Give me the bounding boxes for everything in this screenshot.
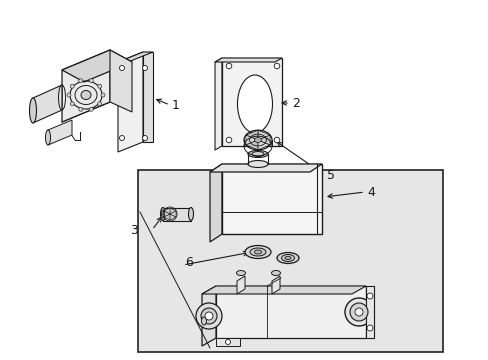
- Polygon shape: [170, 208, 176, 214]
- Polygon shape: [62, 50, 132, 82]
- Ellipse shape: [161, 210, 164, 218]
- Ellipse shape: [281, 255, 294, 261]
- Circle shape: [349, 303, 367, 321]
- Circle shape: [274, 137, 279, 143]
- Ellipse shape: [29, 98, 37, 123]
- Polygon shape: [215, 58, 222, 150]
- Circle shape: [274, 63, 279, 69]
- Circle shape: [89, 79, 93, 83]
- Ellipse shape: [247, 150, 267, 158]
- Polygon shape: [163, 207, 191, 220]
- Ellipse shape: [254, 250, 261, 254]
- Circle shape: [119, 135, 124, 140]
- Polygon shape: [258, 130, 269, 140]
- Ellipse shape: [160, 207, 165, 220]
- Polygon shape: [216, 338, 240, 346]
- Circle shape: [89, 107, 93, 111]
- Polygon shape: [245, 135, 258, 145]
- Text: 3: 3: [130, 224, 138, 237]
- Polygon shape: [209, 164, 321, 172]
- Ellipse shape: [237, 75, 272, 133]
- Circle shape: [98, 102, 102, 106]
- Polygon shape: [163, 208, 170, 214]
- Circle shape: [196, 303, 222, 329]
- Circle shape: [204, 312, 213, 320]
- Circle shape: [354, 308, 362, 316]
- Circle shape: [101, 93, 105, 97]
- Polygon shape: [202, 286, 216, 346]
- Ellipse shape: [236, 270, 245, 275]
- Ellipse shape: [249, 248, 265, 256]
- Polygon shape: [222, 164, 321, 234]
- Circle shape: [225, 339, 230, 345]
- Polygon shape: [245, 140, 258, 150]
- Polygon shape: [258, 140, 269, 150]
- Polygon shape: [33, 85, 62, 123]
- Polygon shape: [48, 120, 72, 145]
- Polygon shape: [118, 52, 142, 152]
- Circle shape: [201, 308, 217, 324]
- Polygon shape: [209, 164, 222, 242]
- Polygon shape: [216, 286, 365, 338]
- Circle shape: [345, 298, 372, 326]
- Circle shape: [79, 79, 82, 83]
- Ellipse shape: [45, 130, 50, 145]
- Polygon shape: [365, 286, 373, 338]
- Circle shape: [226, 63, 231, 69]
- Ellipse shape: [244, 246, 270, 258]
- Text: 4: 4: [366, 185, 374, 198]
- Circle shape: [79, 107, 82, 111]
- Bar: [138, 170, 442, 352]
- Text: 2: 2: [291, 96, 299, 109]
- Polygon shape: [62, 50, 110, 122]
- Polygon shape: [110, 50, 132, 112]
- Ellipse shape: [201, 317, 206, 325]
- Circle shape: [70, 84, 74, 88]
- Polygon shape: [118, 52, 153, 62]
- Ellipse shape: [188, 207, 193, 220]
- Text: 5: 5: [326, 168, 334, 181]
- Polygon shape: [237, 276, 244, 294]
- Circle shape: [119, 66, 124, 71]
- Text: 6: 6: [184, 256, 192, 270]
- Polygon shape: [258, 135, 269, 145]
- Polygon shape: [170, 211, 176, 217]
- Ellipse shape: [276, 252, 298, 264]
- Polygon shape: [163, 214, 170, 220]
- Polygon shape: [202, 286, 365, 294]
- Polygon shape: [222, 58, 282, 146]
- Circle shape: [98, 84, 102, 88]
- Circle shape: [366, 293, 372, 299]
- Circle shape: [366, 325, 372, 331]
- Ellipse shape: [271, 270, 280, 275]
- Text: 1: 1: [172, 99, 180, 112]
- Ellipse shape: [285, 256, 290, 260]
- Ellipse shape: [254, 138, 261, 143]
- Ellipse shape: [251, 152, 264, 157]
- Polygon shape: [271, 276, 280, 294]
- Polygon shape: [170, 214, 176, 220]
- Polygon shape: [163, 211, 170, 217]
- Circle shape: [226, 137, 231, 143]
- Ellipse shape: [81, 90, 91, 99]
- Circle shape: [67, 93, 71, 97]
- Polygon shape: [245, 130, 258, 140]
- Polygon shape: [215, 58, 282, 62]
- Polygon shape: [142, 52, 153, 142]
- Circle shape: [142, 135, 147, 140]
- Ellipse shape: [247, 161, 267, 167]
- Circle shape: [70, 102, 74, 106]
- Circle shape: [142, 66, 147, 71]
